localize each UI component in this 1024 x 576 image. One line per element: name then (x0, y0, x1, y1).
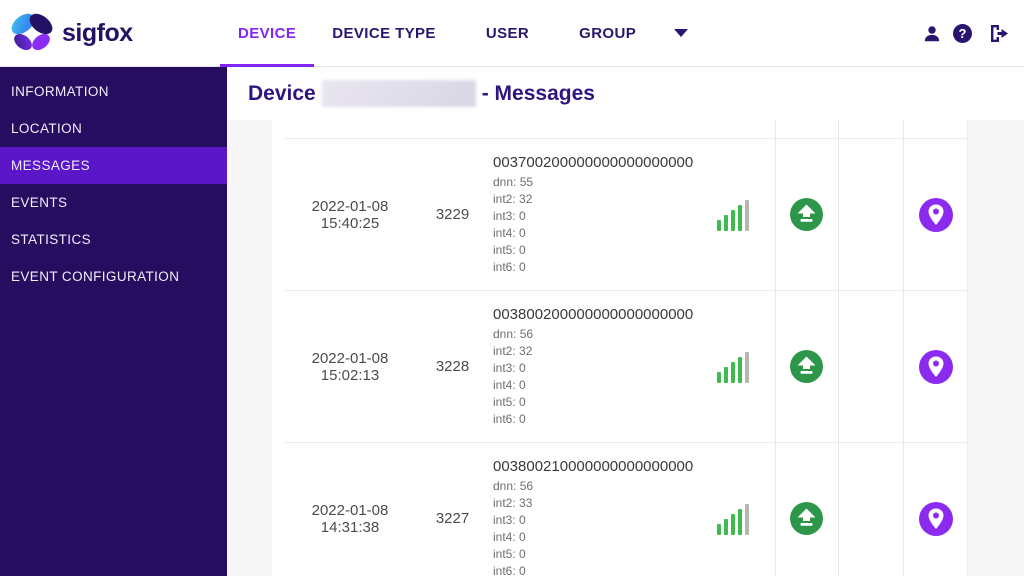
payload-hex: 003700200000000000000000 (493, 153, 694, 171)
sidebar-item-events[interactable]: EVENTS (11, 195, 68, 210)
sidebar-item-messages[interactable]: MESSAGES (0, 147, 227, 184)
payload-field: int4: 0 (493, 377, 526, 392)
navbar-right-icons: ? (922, 0, 1010, 67)
message-timestamp: 2022-01-08 15:02:13 (311, 349, 389, 384)
payload-field: int2: 33 (493, 495, 533, 510)
payload-field: int2: 32 (493, 191, 533, 206)
payload-field: int3: 0 (493, 512, 526, 527)
message-row: 2022-01-08 14:31:38 3227 003800210000000… (285, 442, 967, 576)
upload-callback-icon (790, 350, 823, 383)
sidebar-item-location[interactable]: LOCATION (11, 121, 83, 136)
callbacks-status-button[interactable] (775, 198, 838, 231)
message-row: 2022-01-08 15:40:25 3229 003700200000000… (285, 138, 967, 290)
nav-item-device-type[interactable]: DEVICE TYPE (332, 24, 436, 42)
page-title-prefix: Device (248, 81, 316, 105)
message-seq-number: 3227 (435, 510, 470, 527)
message-timestamp: 2022-01-08 14:31:38 (311, 501, 389, 536)
view-location-button[interactable] (903, 501, 967, 536)
location-pin-icon (918, 197, 953, 232)
butterfly-logo-icon (10, 13, 54, 53)
upload-callback-icon (790, 502, 823, 535)
column-divider (838, 120, 839, 576)
top-navbar: sigfox DEVICE DEVICE TYPE USER GROUP ? (0, 0, 1024, 67)
view-location-button[interactable] (903, 197, 967, 232)
signal-strength-icon (690, 199, 775, 231)
redacted-device-id (321, 80, 476, 107)
message-row: 2022-01-08 15:02:13 3228 003800200000000… (285, 290, 967, 442)
sidebar-item-information[interactable]: INFORMATION (11, 84, 109, 99)
payload-field: dnn: 55 (493, 174, 534, 189)
payload-field: dnn: 56 (493, 478, 534, 493)
location-pin-icon (918, 501, 953, 536)
callbacks-status-button[interactable] (775, 502, 838, 535)
message-payload: 003700200000000000000000 dnn: 55 int2: 3… (490, 153, 694, 276)
nav-item-device[interactable]: DEVICE (220, 0, 315, 67)
sigfox-logo[interactable]: sigfox (10, 13, 220, 53)
nav-item-user[interactable]: USER (485, 24, 530, 42)
sidebar-item-statistics[interactable]: STATISTICS (11, 232, 92, 247)
payload-field: int3: 0 (493, 208, 526, 223)
message-timestamp: 2022-01-08 15:40:25 (311, 197, 389, 232)
help-icon[interactable]: ? (953, 24, 972, 43)
callbacks-status-button[interactable] (775, 350, 838, 383)
payload-hex: 003800210000000000000000 (493, 457, 694, 475)
main-content: Device - Messages 2022-01-08 15:40:25 32… (227, 67, 1024, 576)
location-pin-icon (918, 349, 953, 384)
page-title-band: Device - Messages (227, 67, 1024, 120)
signal-strength-icon (690, 503, 775, 535)
column-divider (903, 120, 904, 576)
message-seq-number: 3228 (435, 358, 470, 375)
payload-field: int5: 0 (493, 546, 526, 561)
sidebar-item-event-configuration[interactable]: EVENT CONFIGURATION (11, 269, 180, 284)
payload-field: dnn: 56 (493, 326, 534, 341)
view-location-button[interactable] (903, 349, 967, 384)
nav-item-group[interactable]: GROUP (579, 24, 637, 42)
message-seq-number: 3229 (435, 206, 470, 223)
main-nav: DEVICE DEVICE TYPE USER GROUP (220, 0, 698, 67)
device-sidebar: INFORMATION LOCATION MESSAGES EVENTS STA… (0, 67, 227, 576)
payload-field: int5: 0 (493, 242, 526, 257)
payload-field: int4: 0 (493, 529, 526, 544)
column-divider (775, 120, 776, 576)
payload-field: int6: 0 (493, 259, 526, 274)
user-profile-icon[interactable] (922, 24, 942, 44)
brand-name: sigfox (62, 18, 133, 47)
payload-field: int2: 32 (493, 343, 533, 358)
page-title: Device - Messages (248, 80, 595, 107)
payload-hex: 003800200000000000000000 (493, 305, 694, 323)
logout-icon[interactable] (989, 24, 1010, 43)
signal-strength-icon (690, 351, 775, 383)
payload-field: int3: 0 (493, 360, 526, 375)
upload-callback-icon (790, 198, 823, 231)
payload-field: int6: 0 (493, 563, 526, 576)
chevron-down-icon (674, 29, 689, 37)
payload-field: int4: 0 (493, 225, 526, 240)
payload-field: int5: 0 (493, 394, 526, 409)
message-payload: 003800210000000000000000 dnn: 56 int2: 3… (490, 457, 694, 576)
nav-more-dropdown[interactable] (664, 29, 698, 37)
payload-field: int6: 0 (493, 411, 526, 426)
messages-table-card: 2022-01-08 15:40:25 3229 003700200000000… (272, 120, 968, 576)
page-title-suffix: - Messages (481, 81, 595, 105)
message-payload: 003800200000000000000000 dnn: 56 int2: 3… (490, 305, 694, 428)
messages-table: 2022-01-08 15:40:25 3229 003700200000000… (285, 138, 967, 576)
